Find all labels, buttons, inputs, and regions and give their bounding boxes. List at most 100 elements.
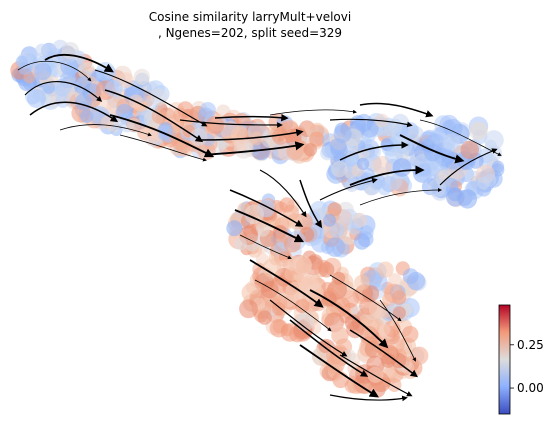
streamline — [309, 289, 389, 349]
streamline — [229, 189, 304, 227]
cell-point — [156, 124, 173, 141]
cell-point — [189, 128, 208, 146]
cell-point — [344, 314, 361, 331]
colorbar-gradient — [498, 304, 511, 415]
cell-point — [295, 298, 310, 314]
cell-point — [332, 371, 349, 389]
cell-point — [292, 255, 313, 275]
streamline — [289, 319, 369, 377]
cell-point — [272, 127, 289, 145]
cell-point — [332, 271, 346, 285]
cell-point — [332, 325, 347, 340]
cell-point — [284, 267, 299, 281]
streamline — [179, 119, 283, 128]
streamline — [214, 113, 289, 122]
cell-point — [356, 157, 370, 170]
cell-point — [367, 366, 384, 383]
cell-point — [441, 136, 456, 151]
cell-point — [275, 228, 290, 242]
cell-point — [323, 213, 336, 227]
velocity-streamlines — [17, 53, 502, 402]
cell-point — [401, 325, 419, 343]
cell-point — [199, 102, 216, 119]
cell-point — [368, 300, 388, 319]
cell-point — [469, 121, 488, 141]
cell-point — [234, 237, 247, 251]
colorbar-tick-label: 0.25 — [517, 338, 544, 352]
cell-point — [320, 281, 334, 295]
cell-point — [439, 114, 459, 135]
cell-point — [34, 62, 52, 81]
colorbar-ticks: 0.00 0.25 — [510, 338, 544, 395]
cell-point — [27, 89, 46, 108]
cell-point — [53, 78, 72, 97]
cell-point — [348, 222, 361, 235]
streamline — [109, 114, 215, 158]
cell-point — [359, 326, 379, 345]
cell-point — [325, 237, 346, 257]
cell-point — [331, 160, 348, 178]
cell-point — [18, 62, 32, 75]
chart-title: Cosine similarity larryMult+velovi — [149, 10, 351, 24]
streamline — [349, 165, 425, 186]
chart-subtitle: , Ngenes=202, split seed=329 — [158, 26, 342, 40]
cell-point — [295, 312, 315, 332]
cell-point — [226, 220, 243, 237]
streamline — [269, 109, 357, 116]
cell-point — [421, 129, 437, 146]
cell-point — [244, 204, 264, 225]
cell-point — [392, 306, 406, 320]
cell-point — [150, 88, 168, 106]
streamline — [24, 81, 103, 102]
cell-point — [262, 258, 282, 278]
cell-point — [377, 261, 394, 278]
cell-point — [232, 125, 248, 141]
streamline — [319, 177, 378, 201]
cell-point — [235, 138, 249, 152]
streamline — [204, 141, 305, 156]
cell-point — [278, 250, 291, 263]
streamline — [254, 279, 332, 332]
streamline — [359, 102, 434, 118]
streamline — [17, 60, 92, 82]
streamline — [249, 259, 324, 308]
streamline — [299, 179, 323, 229]
cell-point — [460, 140, 480, 160]
streamline — [234, 209, 305, 243]
cell-point — [388, 273, 402, 287]
cell-point — [317, 260, 331, 274]
colorbar: 0.00 0.25 — [498, 304, 544, 415]
streamline — [329, 274, 402, 322]
colorbar-tick-label: 0.00 — [517, 381, 544, 395]
streamline — [439, 148, 498, 186]
cell-point — [309, 131, 325, 147]
streamline — [199, 128, 304, 141]
cell-point — [285, 281, 305, 301]
cell-point — [396, 142, 409, 155]
streamline — [419, 119, 502, 156]
streamline — [29, 101, 119, 123]
cell-point — [384, 283, 404, 304]
streamline — [269, 299, 348, 357]
cell-point — [133, 68, 150, 85]
cell-point — [354, 274, 370, 291]
cell-point — [241, 283, 261, 303]
cell-point — [257, 310, 272, 325]
streamline — [339, 141, 409, 161]
cell-point — [329, 222, 345, 238]
streamline — [329, 118, 413, 128]
streamline — [94, 69, 208, 127]
cell-point — [406, 271, 426, 291]
cell-point — [105, 79, 123, 98]
cell-point — [177, 101, 194, 118]
cell-point — [303, 143, 317, 157]
streamline — [259, 169, 307, 218]
cell-point — [477, 176, 490, 190]
streamline — [339, 354, 413, 397]
cell-point — [329, 138, 347, 155]
cell-point — [300, 274, 319, 294]
cell-point — [387, 118, 403, 134]
cell-point — [80, 109, 94, 124]
cell-point — [118, 72, 134, 89]
